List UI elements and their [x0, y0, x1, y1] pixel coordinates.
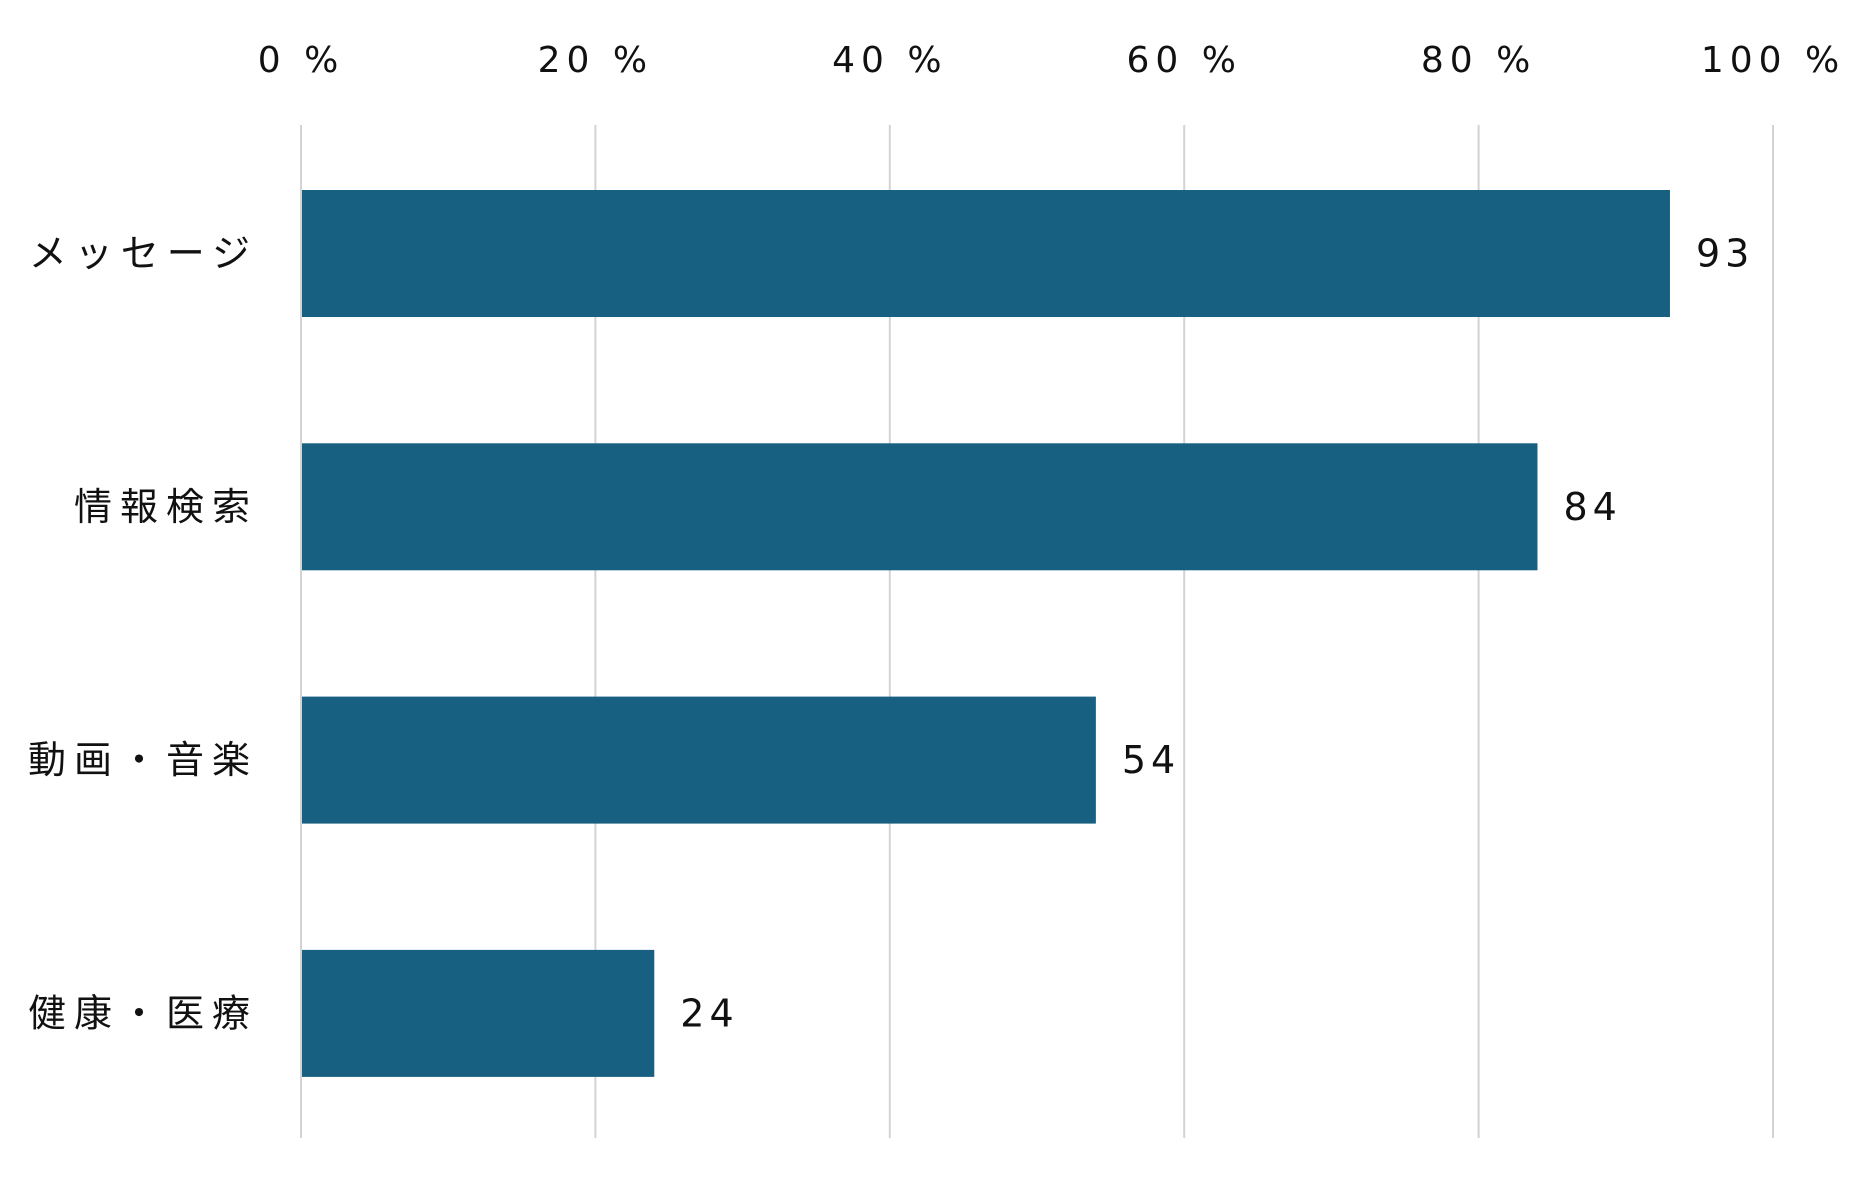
- category-label: 健康・医療: [28, 991, 258, 1035]
- x-tick-label: 80 %: [1421, 40, 1536, 81]
- x-axis-tick-labels: 0 % 20 % 40 % 60 % 80 % 100 %: [258, 40, 1845, 81]
- category-label: メッセージ: [29, 232, 258, 276]
- x-tick-label: 20 %: [538, 40, 653, 81]
- value-label: 24: [680, 991, 738, 1035]
- value-label: 93: [1696, 232, 1754, 276]
- category-label: 情報検索: [74, 485, 258, 529]
- x-tick-label: 60 %: [1126, 40, 1241, 81]
- category-label: 動画・音楽: [28, 738, 258, 782]
- x-tick-label: 0 %: [258, 40, 345, 81]
- bar: [302, 443, 1538, 571]
- x-tick-label: 40 %: [832, 40, 947, 81]
- bar: [302, 190, 1670, 317]
- value-labels: 93 84 54 24: [680, 232, 1754, 1036]
- bar: [302, 696, 1096, 824]
- value-label: 54: [1122, 738, 1180, 782]
- x-tick-label: 100 %: [1701, 40, 1845, 81]
- value-label: 84: [1563, 485, 1621, 529]
- bars: [302, 190, 1670, 1077]
- bar: [302, 949, 655, 1077]
